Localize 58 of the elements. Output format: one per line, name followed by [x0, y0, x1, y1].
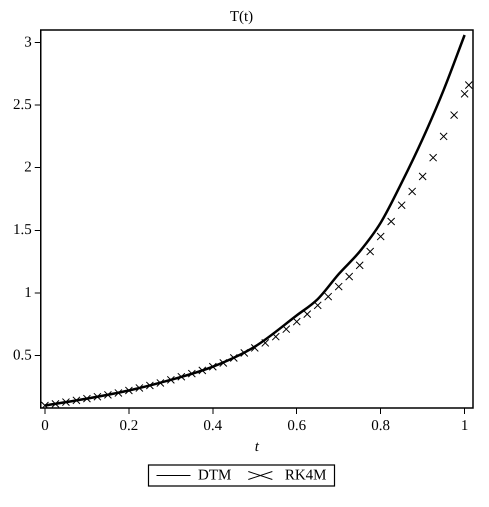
x-tick-label: 1: [460, 418, 468, 434]
point: [82, 394, 91, 403]
point: [188, 370, 196, 378]
point: [230, 354, 238, 362]
point: [429, 154, 438, 162]
x-tick-label: 0.4: [203, 418, 223, 434]
point: [398, 201, 406, 210]
point: [345, 272, 354, 281]
point: [114, 388, 122, 398]
point: [334, 282, 343, 291]
point: [272, 332, 280, 341]
y-tick-label: 1: [24, 284, 32, 301]
point: [198, 366, 206, 374]
x-tick-label: 0.2: [120, 418, 138, 434]
point: [356, 261, 364, 270]
chart-title: T(t): [230, 8, 254, 25]
point: [376, 232, 385, 241]
point: [104, 390, 112, 399]
point: [460, 90, 469, 98]
point: [387, 217, 396, 226]
point: [93, 392, 102, 401]
y-tick-label: 2: [24, 160, 32, 176]
x-tick-label: 0.6: [287, 418, 307, 434]
x-tick-label: 0: [41, 418, 49, 434]
legend-label: DTM: [198, 467, 232, 484]
point: [282, 325, 290, 334]
point: [208, 362, 217, 371]
x-tick-label: 0.8: [371, 418, 390, 434]
point: [156, 378, 164, 388]
point: [146, 381, 154, 390]
point: [440, 132, 448, 140]
y-tick-label: 3: [24, 34, 32, 50]
point: [418, 172, 427, 180]
point: [166, 376, 175, 384]
point: [450, 111, 458, 120]
point: [464, 81, 473, 90]
point: [135, 384, 144, 392]
point: [250, 344, 259, 352]
point: [324, 292, 332, 301]
point: [219, 358, 228, 367]
x-axis-title: t: [254, 438, 260, 455]
point: [303, 310, 312, 318]
y-tick-label: 2.5: [13, 97, 32, 114]
point: [40, 401, 49, 408]
y-tick-label: 1.5: [13, 222, 32, 238]
point: [314, 301, 322, 310]
point: [124, 386, 133, 395]
point: [62, 398, 70, 406]
point: [366, 248, 374, 256]
point: [72, 396, 80, 404]
point: [261, 338, 270, 347]
point: [177, 372, 186, 381]
legend-label: RK4M: [284, 467, 327, 484]
point: [292, 318, 301, 326]
point: [240, 348, 248, 357]
point: [51, 400, 60, 408]
y-tick-label: 0.5: [13, 347, 32, 364]
point: [408, 187, 416, 196]
